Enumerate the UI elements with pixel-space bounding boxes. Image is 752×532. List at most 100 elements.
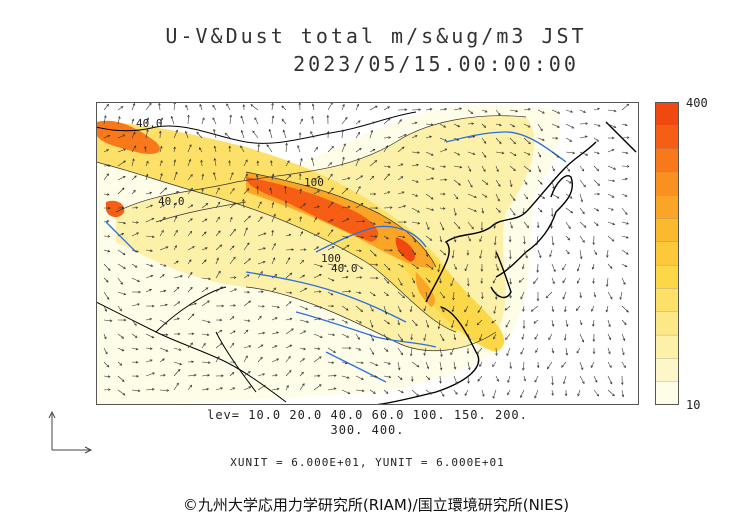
wind-arrow [215, 244, 222, 251]
wind-arrow [281, 105, 287, 111]
wind-arrow [509, 221, 513, 229]
wind-arrowhead [513, 168, 516, 171]
wind-arrow [131, 347, 138, 350]
wind-arrow [425, 263, 434, 270]
wind-arrow [495, 109, 501, 116]
wind-arrowhead [385, 349, 389, 352]
wind-arrowhead [444, 138, 448, 142]
wind-arrowhead [465, 323, 468, 327]
wind-arrow [271, 243, 276, 251]
wind-arrow [145, 275, 153, 279]
wind-arrow [131, 103, 135, 111]
wind-arrow [341, 235, 349, 238]
wind-arrowhead [198, 147, 202, 150]
wind-arrowhead [196, 131, 200, 135]
wind-arrow [257, 305, 265, 307]
wind-arrowhead [151, 304, 155, 308]
wind-arrowhead [189, 230, 193, 234]
wind-arrowhead [149, 288, 152, 292]
wind-arrowhead [317, 190, 320, 193]
wind-arrowhead [385, 391, 389, 394]
wind-arrowhead [401, 264, 404, 268]
wind-arrow [383, 361, 391, 365]
wind-arrowhead [121, 379, 125, 382]
wind-arrow [173, 159, 176, 167]
wind-arrowhead [594, 252, 598, 256]
wind-arrowhead [331, 304, 335, 308]
wind-arrow [103, 173, 109, 181]
wind-arrow [397, 263, 404, 268]
wind-arrow [327, 162, 332, 167]
wind-arrow [299, 274, 305, 279]
wind-arrowhead [200, 159, 203, 163]
wind-arrowhead [375, 276, 379, 280]
wind-arrow [145, 388, 155, 391]
wind-arrow [397, 333, 403, 341]
wind-arrowhead [567, 251, 570, 255]
wind-arrow [621, 389, 624, 397]
wind-arrow [285, 301, 292, 307]
wind-arrowhead [399, 377, 403, 381]
wind-arrowhead [417, 221, 421, 225]
wind-arrow [327, 187, 334, 195]
wind-arrowhead [535, 242, 539, 246]
wind-arrowhead [611, 239, 615, 242]
wind-arrow [397, 119, 402, 125]
wind-arrow [159, 290, 166, 293]
wind-arrowhead [317, 175, 321, 179]
wind-arrow [355, 347, 361, 351]
wind-arrow [243, 227, 248, 237]
wind-arrowhead [232, 187, 235, 191]
wind-arrowhead [134, 335, 138, 338]
wind-arrow [173, 245, 177, 251]
wind-arrowhead [495, 353, 498, 357]
wind-arrow [477, 375, 483, 382]
wind-arrowhead [429, 391, 432, 395]
wind-arrow [131, 333, 138, 338]
wind-arrow [299, 330, 306, 335]
wind-arrowhead [342, 156, 345, 160]
wind-arrow [383, 333, 388, 341]
wind-arrowhead [191, 360, 195, 364]
wind-arrowhead [451, 255, 455, 259]
wind-arrowhead [551, 323, 555, 327]
wind-arrow [579, 291, 582, 298]
wind-arrow [271, 332, 279, 335]
wind-arrow [355, 361, 364, 364]
wind-arrowhead [466, 351, 470, 355]
wind-arrow [537, 193, 545, 199]
wind-arrowhead [477, 310, 481, 314]
wind-arrow [145, 359, 153, 363]
wind-arrow [537, 179, 543, 185]
wind-arrow [607, 389, 615, 397]
wind-arrowhead [359, 276, 363, 279]
wind-arrowhead [534, 395, 537, 399]
wind-arrowhead [623, 322, 627, 326]
wind-arrow [103, 220, 109, 223]
wind-arrowhead [401, 191, 405, 194]
wind-arrowhead [457, 226, 461, 230]
wind-arrow [492, 361, 497, 367]
wind-arrow [579, 249, 582, 259]
wind-arrowhead [175, 129, 178, 133]
wind-arrow [327, 388, 337, 391]
wind-arrow [299, 203, 306, 209]
wind-arrowhead [329, 162, 333, 165]
wind-arrowhead [317, 374, 321, 378]
wind-arrowhead [341, 129, 344, 133]
wind-arrowhead [177, 369, 181, 372]
wind-arrow [299, 371, 304, 377]
wind-arrow [383, 277, 390, 284]
wind-arrow [144, 146, 147, 153]
wind-arrow [593, 291, 596, 297]
wind-arrowhead [423, 353, 426, 356]
wind-arrow [311, 157, 315, 167]
wind-arrowhead [387, 117, 391, 121]
wind-arrowhead [330, 229, 334, 232]
wind-arrow [621, 178, 628, 181]
wind-arrowhead [105, 279, 109, 283]
legend-color-box [655, 311, 679, 336]
wind-arrow [551, 235, 554, 245]
wind-arrow [505, 319, 511, 328]
wind-arrow [621, 361, 626, 368]
